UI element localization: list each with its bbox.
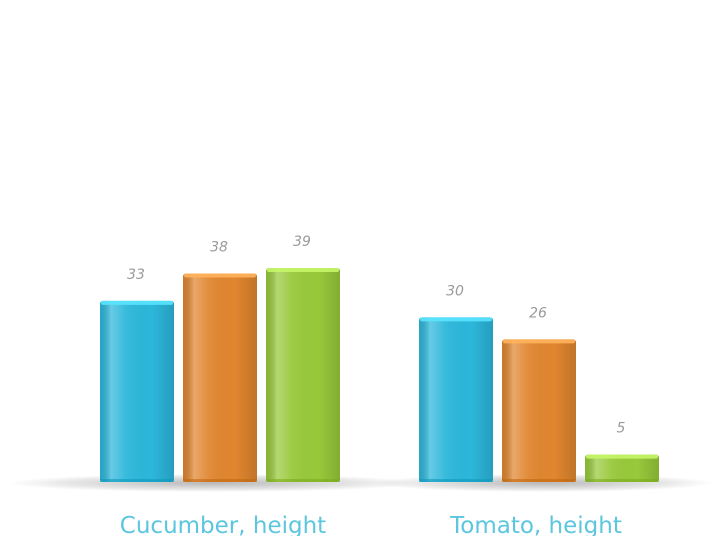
- bar-shine: [266, 268, 340, 482]
- bar: [585, 454, 659, 482]
- bar-cap: [503, 339, 575, 344]
- bar-base: [419, 479, 493, 482]
- data-label: 30: [446, 283, 464, 299]
- bar-shine: [100, 300, 174, 482]
- category-label: Tomato, height: [449, 513, 622, 536]
- bar-shine: [502, 339, 576, 482]
- bar-cap: [184, 273, 256, 278]
- bar-base: [183, 479, 257, 482]
- bar-shine: [419, 317, 493, 482]
- bar: [419, 317, 493, 482]
- bar: [183, 273, 257, 482]
- bar: [100, 300, 174, 482]
- bar-base: [502, 479, 576, 482]
- labels-layer: 33 38 39 Cucumber, height 30 26 5 Tomato, heigh…: [120, 234, 626, 536]
- data-label: 5: [617, 421, 626, 437]
- bar-cap: [586, 454, 658, 459]
- bar: [266, 268, 340, 482]
- bars-layer: [100, 268, 659, 482]
- bar-base: [100, 479, 174, 482]
- bar-cap: [101, 300, 173, 305]
- data-label: 38: [210, 239, 228, 255]
- bar-cap: [267, 268, 339, 272]
- category-label: Cucumber, height: [120, 513, 326, 536]
- bar-shine: [585, 454, 659, 482]
- data-label: 33: [127, 267, 145, 283]
- bar: [502, 339, 576, 482]
- data-label: 39: [293, 234, 311, 250]
- bar-base: [585, 479, 659, 482]
- bar-shine: [183, 273, 257, 482]
- bar-base: [266, 479, 340, 482]
- data-label: 26: [529, 305, 547, 321]
- bar-cap: [420, 317, 492, 322]
